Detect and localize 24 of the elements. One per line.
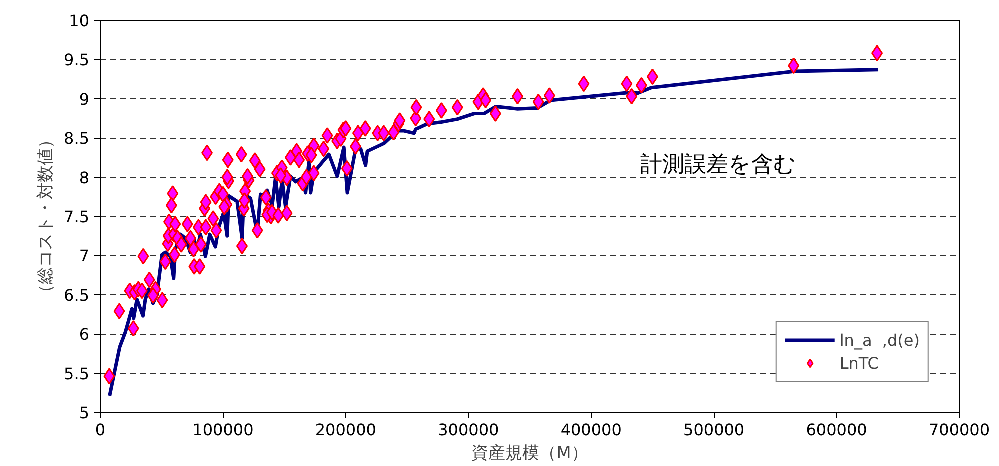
y-tick-label: 9.5: [64, 50, 90, 70]
y-tick-label: 8: [79, 168, 90, 188]
x-tick-label: 0: [95, 420, 106, 440]
x-tick-label: 100000: [192, 420, 254, 440]
y-axis-title: （総コスト・対数値）: [36, 132, 56, 302]
x-tick-label: 700000: [928, 420, 990, 440]
annotation: 計測誤差を含む: [640, 152, 796, 178]
x-tick-label: 300000: [438, 420, 500, 440]
x-tick-label: 600000: [806, 420, 868, 440]
x-tick-label: 200000: [315, 420, 376, 440]
legend-label: LnTC: [840, 354, 879, 372]
y-tick-label: 5.5: [64, 364, 90, 384]
y-tick-label: 5: [79, 404, 90, 422]
y-tick-label: 8.5: [64, 129, 90, 148]
y-tick-label: 9: [79, 90, 90, 109]
legend-label: ln_a ,d(e): [840, 330, 920, 350]
x-axis-title: 資産規模（M）: [472, 444, 588, 464]
x-tick-label: 400000: [560, 420, 622, 440]
y-tick-label: 6: [79, 325, 90, 344]
y-tick-label: 6.5: [64, 286, 90, 305]
y-tick-label: 7.5: [64, 208, 90, 226]
y-tick-label: 7: [79, 246, 90, 266]
x-tick-label: 500000: [684, 420, 745, 440]
y-tick-label: 10: [69, 12, 90, 30]
